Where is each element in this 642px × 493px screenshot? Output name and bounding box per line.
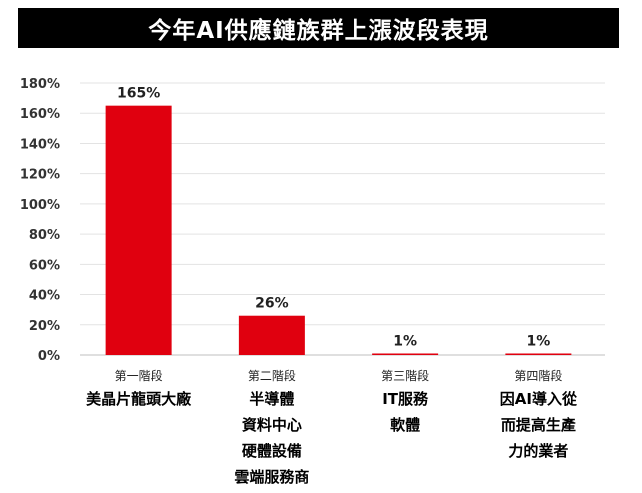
y-tick-label: 60% (29, 258, 60, 273)
y-tick-label: 0% (38, 349, 60, 364)
x-tick-label: 第四階段 (514, 368, 562, 383)
title-banner: 今年AI供應鏈族群上漲波段表現 (18, 8, 619, 48)
category-description: 美晶片龍頭大廠 (86, 390, 192, 408)
category-description: 因AI導入從 (500, 390, 577, 408)
x-tick-label: 第二階段 (248, 368, 296, 383)
y-tick-label: 100% (20, 198, 60, 213)
y-tick-label: 40% (29, 289, 60, 304)
category-description: IT服務 (382, 390, 429, 408)
data-label: 1% (526, 333, 550, 349)
category-description: 半導體 (249, 390, 294, 408)
y-tick-label: 20% (29, 319, 60, 334)
x-tick-label: 第三階段 (381, 368, 429, 383)
bar (372, 353, 439, 355)
bar (105, 105, 172, 356)
x-tick-label: 第一階段 (115, 368, 163, 383)
data-label: 165% (117, 86, 160, 102)
category-description: 軟體 (390, 416, 420, 434)
category-description: 硬體設備 (242, 442, 302, 460)
category-description: 力的業者 (508, 442, 568, 460)
data-label: 26% (255, 296, 289, 312)
y-tick-label: 140% (20, 137, 60, 152)
y-tick-label: 80% (29, 228, 60, 243)
y-tick-label: 160% (20, 107, 60, 122)
chart-title: 今年AI供應鏈族群上漲波段表現 (148, 18, 489, 44)
bar (238, 315, 305, 355)
y-tick-label: 120% (20, 168, 60, 183)
data-label: 1% (393, 333, 417, 349)
y-tick-label: 180% (20, 77, 60, 92)
category-description: 雲端服務商 (234, 468, 309, 486)
category-description: 資料中心 (242, 416, 302, 434)
bar (505, 353, 572, 355)
category-description: 而提高生產 (501, 416, 576, 434)
